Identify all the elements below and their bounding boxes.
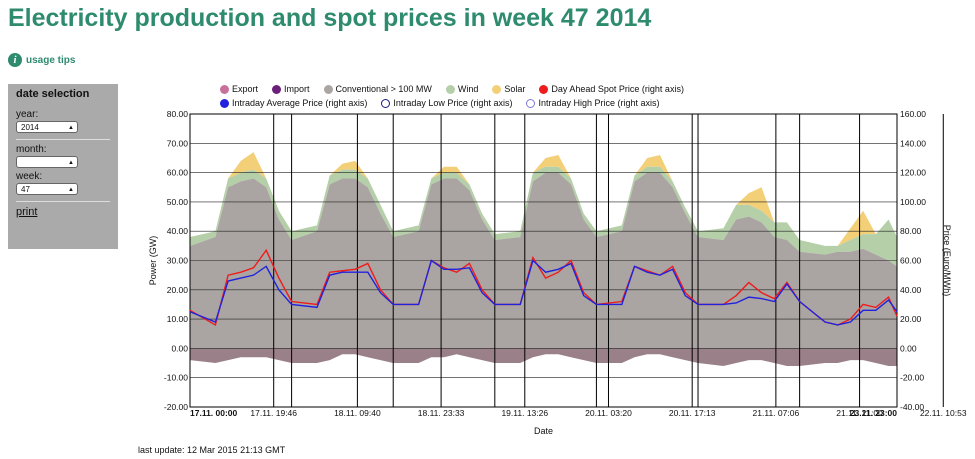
select-arrows-icon: ▲ <box>68 187 74 193</box>
x-tick-label: 21.11. 21:00 <box>836 408 883 418</box>
x-tick-label: 19.11. 13:26 <box>501 408 548 418</box>
x-tick-label: 18.11. 09:40 <box>334 408 381 418</box>
month-select[interactable]: ▲ <box>16 156 78 168</box>
legend-label: Intraday High Price (right axis) <box>538 98 660 108</box>
legend-marker-icon <box>526 98 536 108</box>
month-label: month: <box>16 144 47 155</box>
legend-item-intraday_low[interactable]: Intraday Low Price (right axis) <box>381 98 512 108</box>
legend-item-intraday_avg[interactable]: Intraday Average Price (right axis) <box>220 98 367 108</box>
legend-marker-icon <box>220 84 229 94</box>
y-tick-right: 140.00 <box>900 138 926 148</box>
legend-marker-icon <box>539 84 549 94</box>
legend-item-wind[interactable]: Wind <box>445 84 479 94</box>
y-tick-left: 20.00 <box>167 285 189 295</box>
y-tick-right: 40.00 <box>900 285 922 295</box>
y-axis-title-right: Price (Euro/MWh) <box>942 225 952 297</box>
legend-label: Export <box>232 84 259 94</box>
last-update: last update: 12 Mar 2015 21:13 GMT <box>138 445 286 455</box>
legend-label: Intraday Average Price (right axis) <box>232 98 368 108</box>
select-arrows-icon: ▲ <box>68 160 74 166</box>
legend-marker-icon <box>445 84 455 94</box>
legend-item-conventional[interactable]: Conventional > 100 MW <box>323 84 432 94</box>
legend-label: Intraday Low Price (right axis) <box>393 98 513 108</box>
y-tick-right: 100.00 <box>900 197 926 207</box>
y-tick-right: -20.00 <box>900 373 924 383</box>
legend-marker-icon <box>323 84 333 94</box>
y-tick-right: 160.00 <box>900 109 926 119</box>
x-tick-label: 23.11. 23:00 <box>850 408 898 418</box>
legend-item-spot[interactable]: Day Ahead Spot Price (right axis) <box>539 84 684 94</box>
date-selection-panel: date selection year: 2014 ▲ month: ▲ week… <box>8 84 118 249</box>
week-select-value: 47 <box>21 185 30 194</box>
x-tick-label: 20.11. 03:20 <box>585 408 632 418</box>
solar-area <box>190 152 897 246</box>
y-tick-right: 120.00 <box>900 168 926 178</box>
legend-item-export[interactable]: Export <box>220 84 258 94</box>
legend-item-solar[interactable]: Solar <box>492 84 525 94</box>
legend-item-import[interactable]: Import <box>272 84 310 94</box>
y-tick-right: -40.00 <box>900 402 924 412</box>
plot-frame <box>189 113 898 408</box>
legend-marker-icon <box>272 84 282 94</box>
x-axis-title: Date <box>534 426 553 436</box>
week-label: week: <box>16 171 43 182</box>
week-select[interactable]: 47 ▲ <box>16 183 78 195</box>
legend-marker-icon <box>492 84 502 94</box>
y-tick-left: 80.00 <box>167 109 189 119</box>
legend-label: Conventional > 100 MW <box>335 84 432 94</box>
y-tick-left: 40.00 <box>167 226 189 236</box>
export-area <box>190 348 897 366</box>
divider <box>16 201 110 202</box>
y-tick-left: 0.00 <box>171 343 188 353</box>
spot-price-line <box>189 248 898 327</box>
year-select-value: 2014 <box>21 123 39 132</box>
wind-area <box>190 166 897 267</box>
legend-item-intraday_high[interactable]: Intraday High Price (right axis) <box>526 98 660 108</box>
x-tick-label: 20.11. 17:13 <box>669 408 716 418</box>
year-label: year: <box>16 109 39 120</box>
y-tick-left: 10.00 <box>167 314 189 324</box>
y-tick-right: 20.00 <box>900 314 922 324</box>
y-axis-title-left: Power (GW) <box>148 236 158 286</box>
x-tick-label: 17.11. 00:00 <box>190 408 238 418</box>
legend-label: Wind <box>457 84 479 94</box>
y-tick-left: 70.00 <box>167 138 189 148</box>
x-tick-label: 21.11. 07:06 <box>753 408 800 418</box>
y-tick-left: 50.00 <box>167 197 189 207</box>
y-tick-right: 80.00 <box>900 226 922 236</box>
legend-label: Day Ahead Spot Price (right axis) <box>551 84 684 94</box>
x-tick-label: 18.11. 23:33 <box>418 408 465 418</box>
chart-legend: Export Import Conventional > 100 MW Wind Sol… <box>220 82 684 110</box>
intraday-average-line <box>189 259 898 326</box>
x-tick-label: 17.11. 19:46 <box>250 408 297 418</box>
divider <box>16 139 110 140</box>
usage-tips-link[interactable]: i usage tips <box>8 53 75 67</box>
y-tick-left: 60.00 <box>167 168 189 178</box>
legend-label: Import <box>284 84 310 94</box>
legend-label: Solar <box>504 84 526 94</box>
select-arrows-icon: ▲ <box>68 125 74 131</box>
y-tick-left: -10.00 <box>164 373 188 383</box>
y-tick-left: 30.00 <box>167 256 189 266</box>
usage-tips-label[interactable]: usage tips <box>26 54 76 66</box>
page-title: Electricity production and spot prices i… <box>8 4 652 32</box>
legend-marker-icon <box>220 98 229 108</box>
info-icon: i <box>8 53 22 67</box>
y-tick-right: 60.00 <box>900 256 922 266</box>
y-tick-left: -20.00 <box>164 402 188 412</box>
legend-marker-icon <box>381 98 391 108</box>
y-tick-right: 0.00 <box>900 343 917 353</box>
date-selection-heading: date selection <box>16 88 90 100</box>
x-tick-label: 22.11. 10:53 <box>920 408 967 418</box>
year-select[interactable]: 2014 ▲ <box>16 121 78 133</box>
print-link[interactable]: print <box>16 206 38 218</box>
